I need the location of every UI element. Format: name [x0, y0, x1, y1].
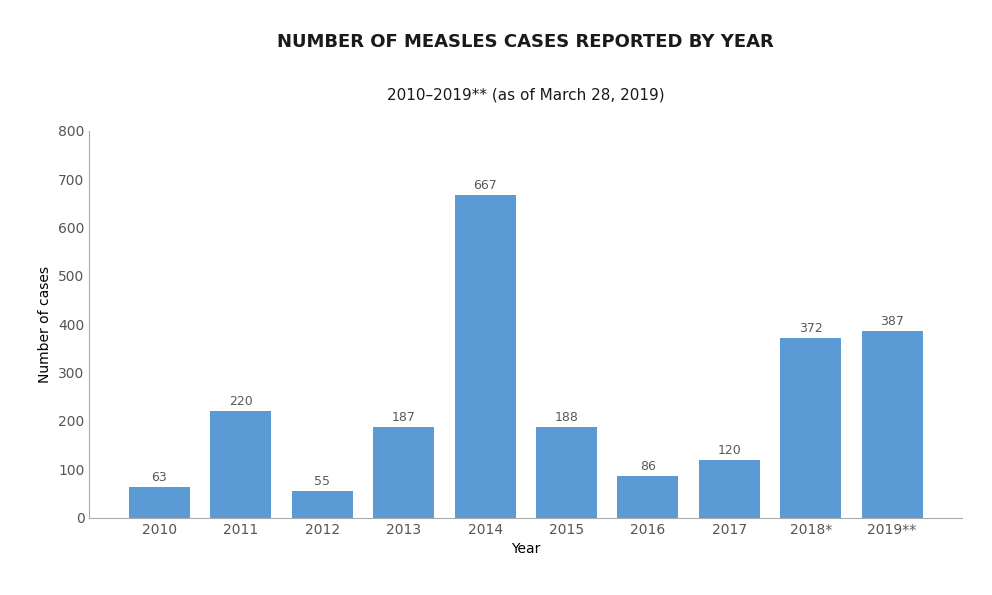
Text: 120: 120 — [717, 444, 741, 457]
Text: 55: 55 — [314, 475, 330, 488]
Text: 667: 667 — [473, 179, 497, 192]
Text: 220: 220 — [229, 396, 253, 408]
Text: NUMBER OF MEASLES CASES REPORTED BY YEAR: NUMBER OF MEASLES CASES REPORTED BY YEAR — [278, 33, 774, 51]
X-axis label: Year: Year — [511, 542, 541, 556]
Text: 188: 188 — [555, 411, 578, 424]
Bar — [780, 338, 841, 518]
Bar — [292, 491, 353, 518]
Bar — [210, 411, 272, 518]
Bar — [373, 427, 434, 518]
Bar — [536, 427, 597, 518]
Text: 63: 63 — [152, 471, 168, 484]
Bar — [129, 487, 190, 518]
Y-axis label: Number of cases: Number of cases — [39, 266, 53, 383]
Text: 187: 187 — [392, 411, 416, 424]
Text: 2010–2019** (as of March 28, 2019): 2010–2019** (as of March 28, 2019) — [387, 87, 665, 103]
Text: 387: 387 — [880, 315, 904, 328]
Text: 86: 86 — [640, 460, 656, 473]
Bar — [454, 195, 516, 518]
Bar — [698, 459, 760, 518]
Text: 372: 372 — [799, 322, 822, 335]
Bar — [861, 331, 923, 518]
Bar — [617, 476, 679, 518]
